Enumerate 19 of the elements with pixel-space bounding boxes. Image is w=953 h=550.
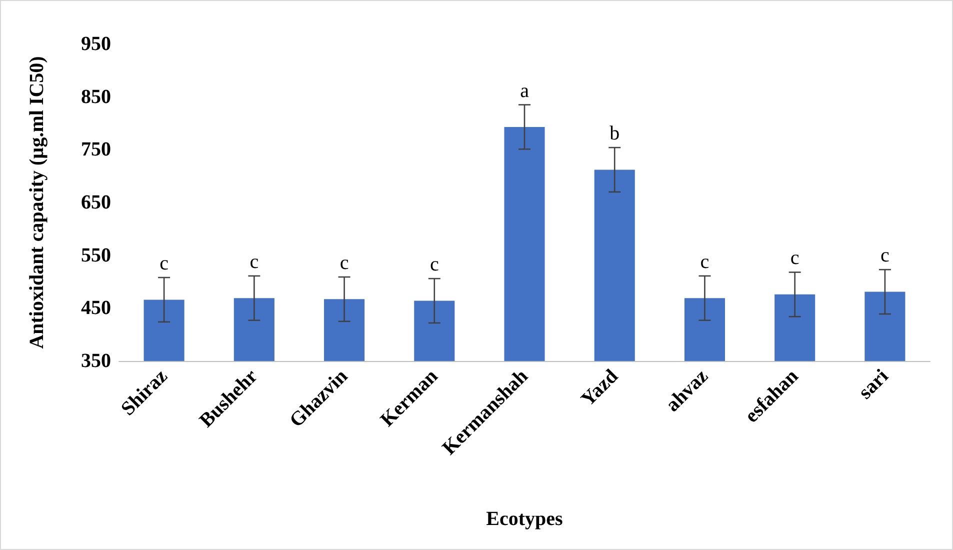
annotation: b: [610, 122, 620, 145]
x-tick-label: sari: [854, 364, 894, 404]
y-tick-label: 650: [81, 192, 111, 214]
annotation: c: [700, 250, 710, 273]
annotation: c: [340, 252, 349, 274]
y-tick-label: 850: [81, 86, 111, 108]
y-tick-label: 950: [81, 33, 111, 55]
annotation: c: [880, 244, 890, 267]
y-axis-title: Antioxidant capacity (µg.ml IC50): [26, 56, 48, 349]
y-tick-label: 450: [81, 297, 111, 320]
x-axis-title: Ecotypes: [486, 508, 564, 530]
y-tick-label: 350: [81, 350, 111, 372]
annotation: c: [430, 254, 439, 276]
y-tick-label: 750: [81, 138, 111, 161]
y-tick-label: 550: [81, 244, 111, 266]
annotation: a: [520, 80, 530, 102]
annotation: c: [160, 252, 169, 275]
annotation: c: [790, 247, 800, 270]
annotation: c: [250, 250, 259, 273]
